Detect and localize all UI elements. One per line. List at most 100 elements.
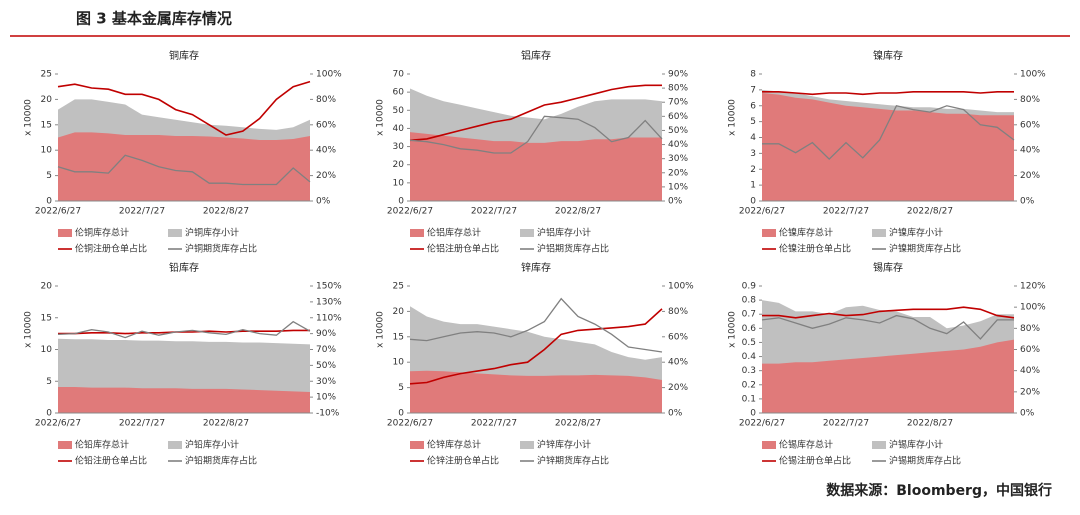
legend-label: 沪铅库存小计 (185, 439, 239, 451)
y-tick-label: 50 (393, 106, 405, 116)
series-area (58, 132, 310, 201)
page-title: 图 3 基本金属库存情况 (76, 10, 232, 28)
legend-label: 沪铝库存小计 (537, 227, 591, 239)
legend-label: 伦锡库存总计 (779, 439, 833, 451)
y2-tick-label: 40% (316, 146, 336, 156)
x-tick-label: 2022/8/27 (203, 419, 249, 429)
y-tick-label: 5 (750, 117, 756, 127)
legend-label: 沪锡期货库存占比 (889, 455, 961, 467)
x-tick-label: 2022/6/27 (387, 419, 433, 429)
y-tick-label: 0 (398, 197, 404, 207)
y2-tick-label: 10% (668, 182, 688, 192)
y-tick-label: 0.4 (742, 352, 757, 362)
series-line (58, 329, 310, 335)
y2-tick-label: 40% (1020, 146, 1040, 156)
y-tick-label: 0 (750, 409, 756, 419)
legend-label: 伦铜库存总计 (75, 227, 129, 239)
legend-label: 伦铅注册仓单占比 (75, 455, 147, 467)
legend-label: 沪铜库存小计 (185, 227, 239, 239)
legend-label: 伦镍库存总计 (779, 227, 833, 239)
series-line (57, 80, 311, 136)
y2-tick-label: 150% (316, 282, 342, 292)
legend-label: 伦铝库存总计 (427, 227, 481, 239)
x-tick-label: 2022/6/27 (35, 207, 81, 217)
y-tick-label: 5 (398, 383, 404, 393)
chart-title: 锡库存 (873, 261, 903, 274)
y-tick-label: 0.8 (742, 296, 757, 306)
x-tick-label: 2022/7/27 (823, 207, 869, 217)
series-line (57, 154, 311, 186)
y2-tick-label: 120% (1020, 282, 1046, 292)
legend-label: 伦锌库存总计 (427, 439, 481, 451)
legend-swatch (58, 441, 72, 449)
y2-tick-label: 50% (668, 126, 688, 136)
y2-tick-label: 0% (668, 197, 683, 207)
y2-tick-label: 40% (1020, 366, 1040, 376)
y-tick-label: 0.9 (742, 282, 757, 292)
series-line (57, 320, 311, 339)
legend-label: 沪镍库存小计 (889, 227, 943, 239)
y2-tick-label: 20% (1020, 171, 1040, 181)
y2-tick-label: 80% (668, 307, 688, 317)
y2-tick-label: 60% (668, 332, 688, 342)
y-tick-label: 20 (393, 160, 405, 170)
legend-swatch (762, 441, 776, 449)
x-tick-label: 2022/7/27 (471, 419, 517, 429)
y-axis-label: x 10000 (728, 99, 738, 136)
legend-label: 伦锌注册仓单占比 (427, 455, 499, 467)
legend-label: 伦铅库存总计 (75, 439, 129, 451)
y-tick-label: 0.2 (742, 380, 756, 390)
y2-tick-label: 60% (1020, 120, 1040, 130)
x-tick-label: 2022/6/27 (35, 419, 81, 429)
chart-title: 铜库存 (169, 49, 199, 62)
y2-tick-label: 80% (316, 95, 336, 105)
legend-label: 沪铝期货库存占比 (537, 243, 609, 255)
legend-label: 沪锌期货库存占比 (537, 455, 609, 467)
y-tick-label: 10 (41, 146, 53, 156)
x-tick-label: 2022/6/27 (739, 419, 785, 429)
y-tick-label: 15 (41, 120, 52, 130)
x-tick-label: 2022/8/27 (907, 419, 953, 429)
series-line (762, 306, 1015, 319)
series-line (409, 84, 662, 142)
y2-tick-label: 40% (668, 358, 688, 368)
chart-title: 锌库存 (521, 261, 551, 274)
y2-tick-label: 70% (316, 345, 336, 355)
series-line (761, 314, 1014, 340)
y-axis-label: x 10000 (24, 311, 34, 348)
legend-label: 沪锌库存小计 (537, 439, 591, 451)
y2-tick-label: -10% (316, 409, 340, 419)
y-tick-label: 0.7 (742, 310, 756, 320)
y-tick-label: 15 (393, 332, 404, 342)
chart-title: 铝库存 (521, 49, 551, 62)
y-axis-label: x 10000 (376, 311, 386, 348)
y-tick-label: 0.6 (742, 324, 757, 334)
y2-tick-label: 110% (316, 313, 342, 323)
legend-label: 伦铝注册仓单占比 (427, 243, 499, 255)
legend-label: 伦镍注册仓单占比 (779, 243, 851, 255)
y-tick-label: 0.5 (742, 338, 756, 348)
x-tick-label: 2022/8/27 (555, 419, 601, 429)
x-tick-label: 2022/8/27 (555, 207, 601, 217)
legend-label: 沪镍期货库存占比 (889, 243, 961, 255)
y2-tick-label: 60% (668, 112, 688, 122)
y-axis-label: x 10000 (376, 99, 386, 136)
chart-title: 镍库存 (873, 49, 903, 62)
series-area (762, 93, 1014, 201)
y2-tick-label: 100% (316, 70, 342, 80)
x-tick-label: 2022/8/27 (907, 207, 953, 217)
y2-tick-label: 0% (1020, 409, 1035, 419)
y2-tick-label: 30% (316, 377, 336, 387)
y-tick-label: 4 (750, 133, 756, 143)
y2-tick-label: 60% (1020, 345, 1040, 355)
legend-swatch (762, 229, 776, 237)
y2-tick-label: 40% (668, 140, 688, 150)
y2-tick-label: 30% (668, 154, 688, 164)
y-tick-label: 0.3 (742, 366, 756, 376)
y2-tick-label: 70% (668, 98, 688, 108)
legend-swatch (168, 229, 182, 237)
y-tick-label: 3 (750, 149, 756, 159)
x-tick-label: 2022/6/27 (739, 207, 785, 217)
legend-swatch (872, 229, 886, 237)
legend-label: 沪锡库存小计 (889, 439, 943, 451)
